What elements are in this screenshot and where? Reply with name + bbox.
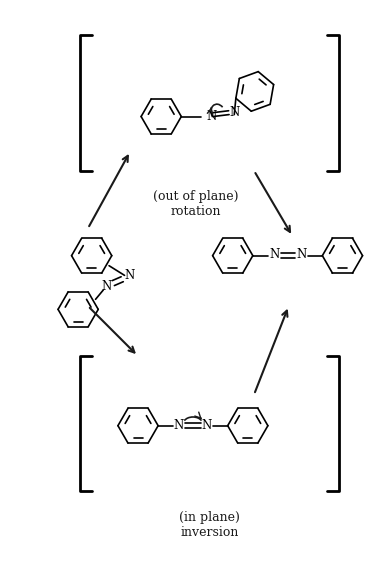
Text: (out of plane)
rotation: (out of plane) rotation xyxy=(153,190,239,218)
Text: (in plane)
inversion: (in plane) inversion xyxy=(179,511,240,539)
Text: N: N xyxy=(174,419,184,432)
Text: N: N xyxy=(101,280,111,293)
Text: N: N xyxy=(201,419,212,432)
Text: N: N xyxy=(269,248,279,261)
Text: N: N xyxy=(124,269,134,282)
Text: N: N xyxy=(207,110,217,123)
Text: N: N xyxy=(296,248,306,261)
Text: N: N xyxy=(230,106,240,119)
